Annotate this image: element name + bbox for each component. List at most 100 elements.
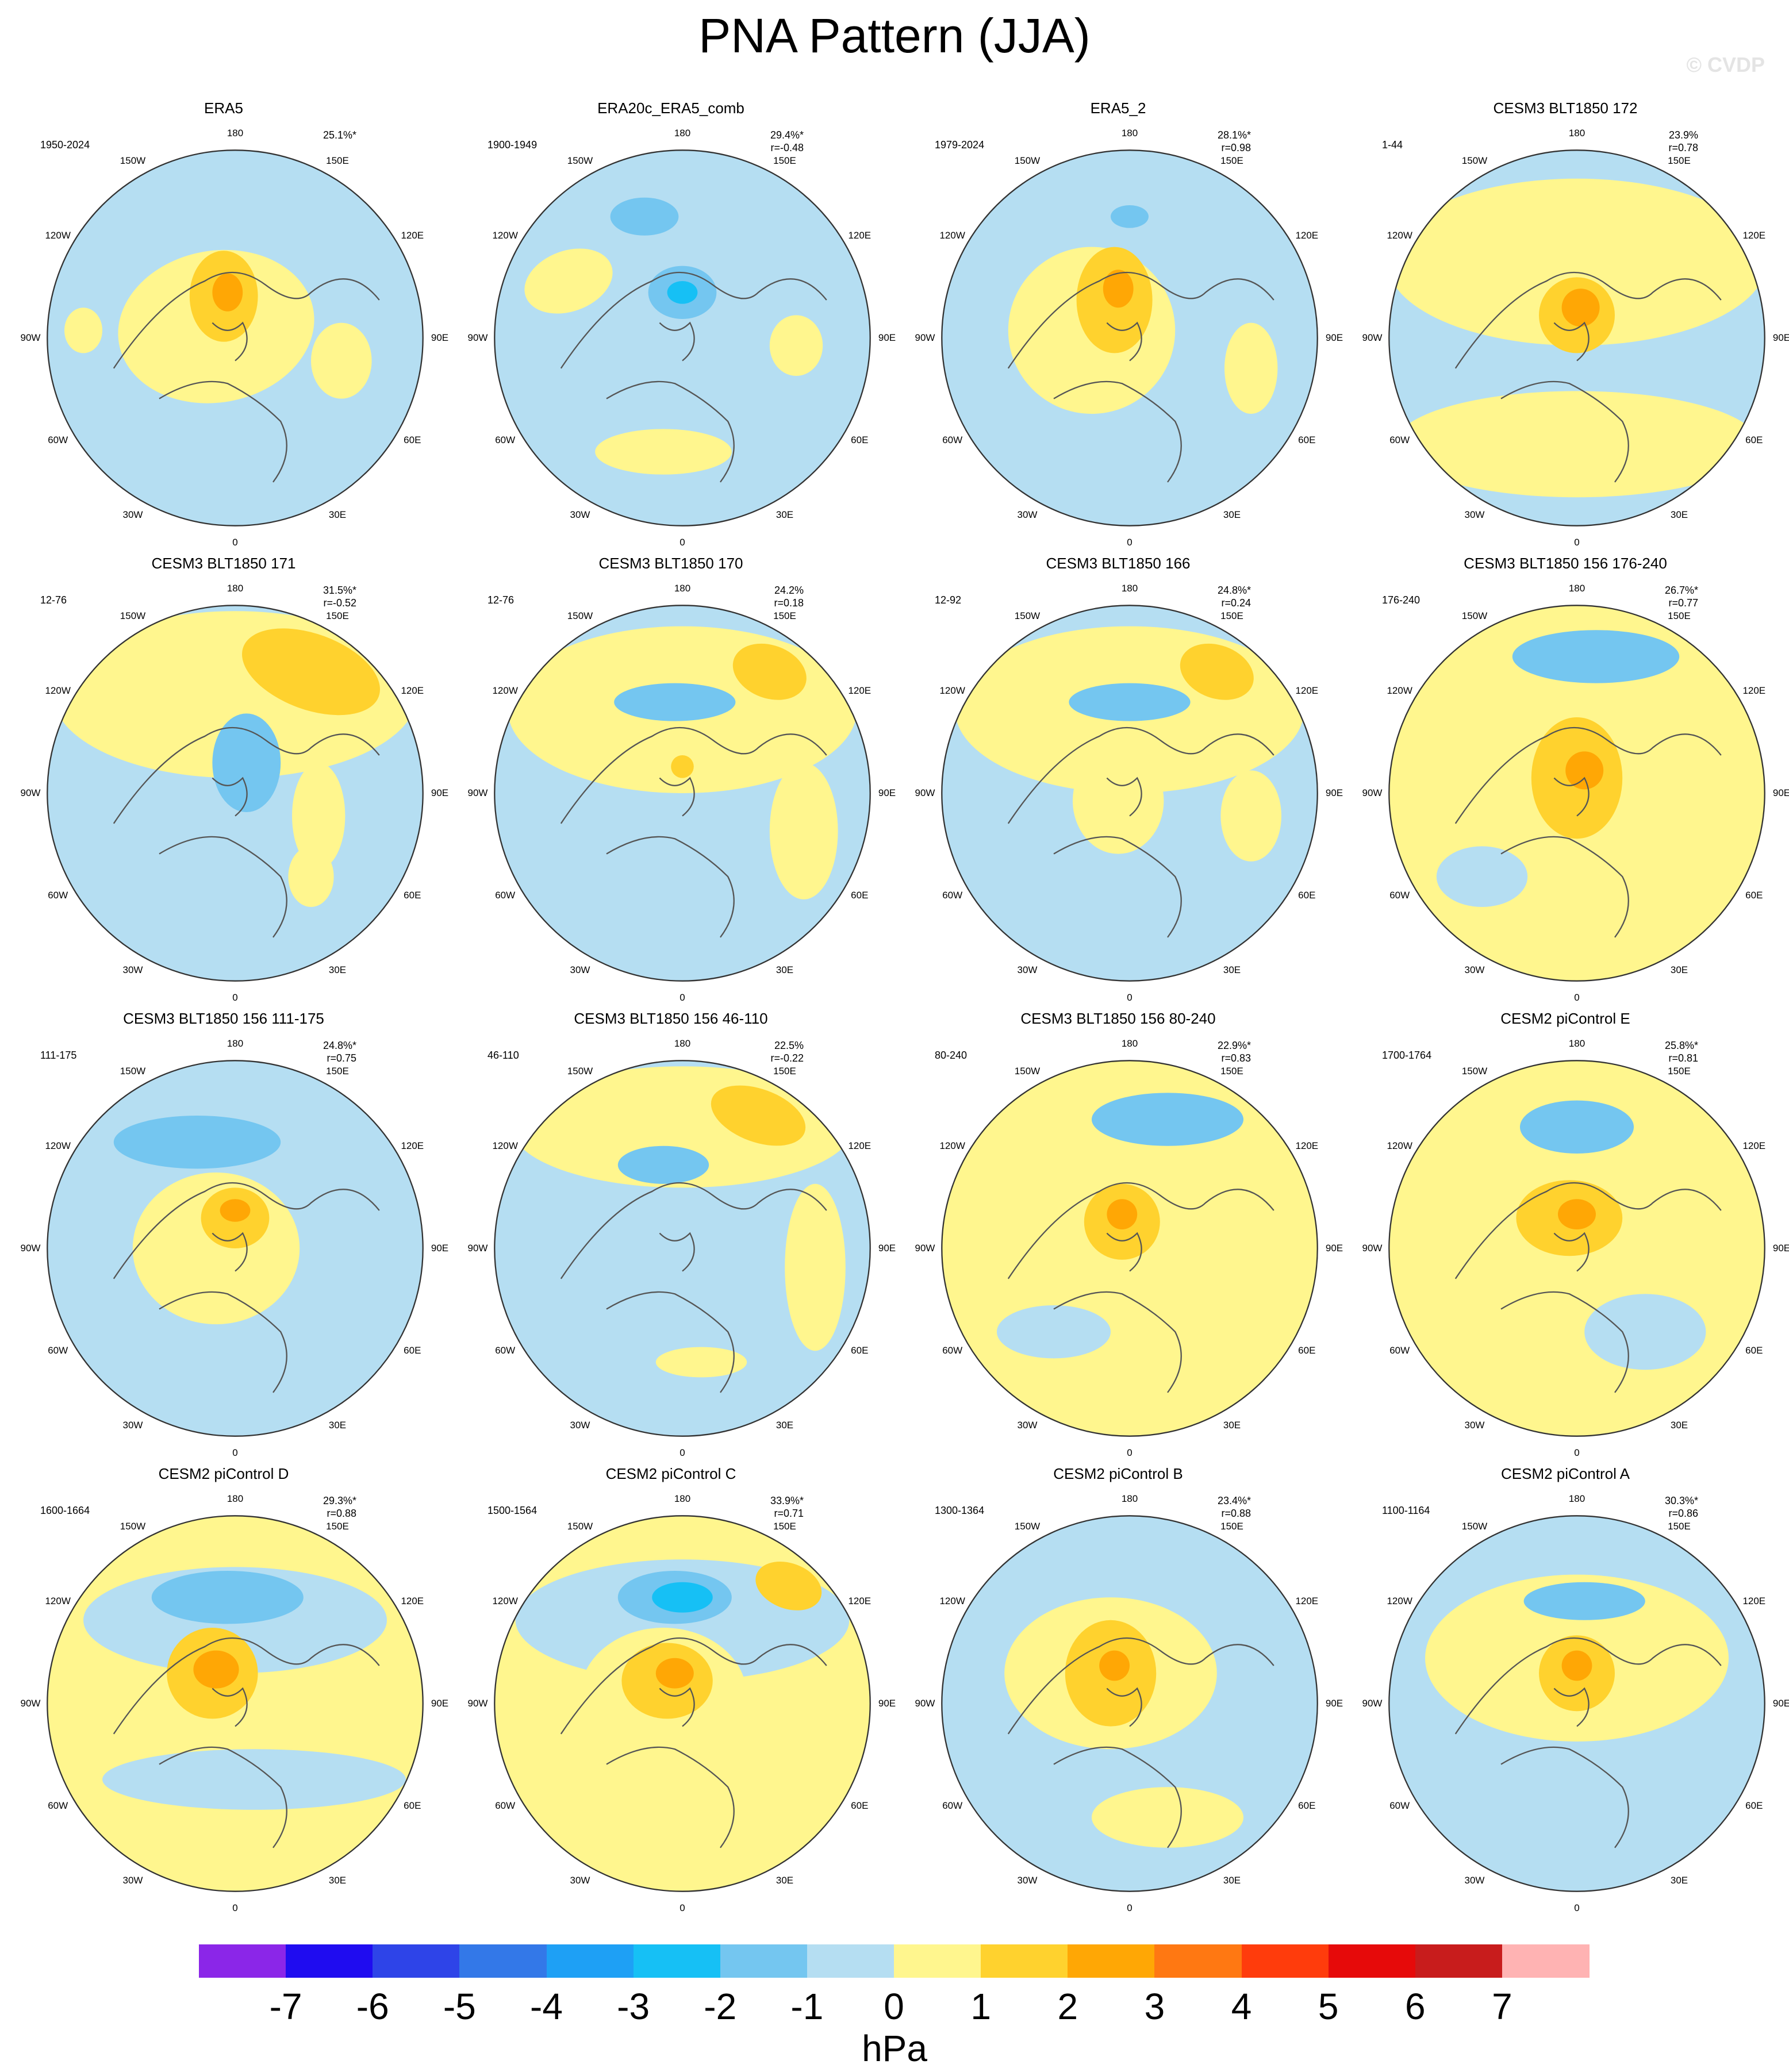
longitude-label: 0: [679, 1902, 685, 1913]
coastline: [1454, 271, 1722, 483]
polar-map: [941, 1515, 1318, 1892]
panel-period: 12-76: [487, 594, 515, 606]
longitude-label: 60E: [851, 1800, 869, 1811]
longitude-label: 60W: [48, 435, 68, 445]
longitude-label: 180: [226, 128, 244, 139]
longitude-label: 60E: [404, 1800, 421, 1811]
pressure-anomaly-contour: [1220, 770, 1281, 862]
colorbar-tick: 6: [1404, 1986, 1426, 2027]
panel-stats: 24.2% r=0.18: [774, 584, 804, 609]
pressure-anomaly-contour: [102, 1749, 406, 1810]
longitude-label: 60E: [1298, 1345, 1316, 1356]
pressure-anomaly-contour: [1103, 270, 1134, 308]
polar-map: [941, 605, 1318, 982]
longitude-label: 60E: [404, 890, 421, 901]
map-panel: CESM2 piControl E 1700-1764 25.8%* r=0.81 18…: [1342, 1009, 1789, 1464]
polar-map: [1388, 1515, 1765, 1892]
colorbar-tick: -1: [790, 1986, 824, 2027]
colorbar-tick: 0: [884, 1986, 904, 2027]
variance-explained: 28.1%*: [1217, 129, 1251, 141]
longitude-label: 120W: [1387, 230, 1412, 241]
longitude-label: 90E: [1325, 1698, 1343, 1709]
longitude-label: 120E: [848, 1596, 872, 1606]
longitude-label: 120W: [492, 1596, 518, 1606]
pressure-anomaly-contour: [292, 763, 345, 869]
longitude-label: 90W: [20, 787, 41, 798]
pattern-correlation: r=-0.52: [323, 597, 356, 609]
coastline: [1454, 1182, 1722, 1393]
longitude-label: 120W: [492, 1140, 518, 1151]
variance-explained: 31.5%*: [323, 585, 356, 596]
panel-stats: 24.8%* r=0.24: [1218, 584, 1251, 609]
longitude-label: 120W: [1387, 1596, 1412, 1606]
longitude-label: 30E: [1670, 1420, 1688, 1431]
variance-explained: 25.1%*: [323, 129, 356, 141]
pressure-anomaly-contour: [785, 1183, 846, 1351]
coastline: [113, 1637, 380, 1848]
pressure-anomaly-contour: [617, 1145, 709, 1184]
map-boundary: [941, 605, 1318, 982]
variance-explained: 24.8%*: [1217, 585, 1251, 596]
longitude-label: 60W: [1389, 1345, 1410, 1356]
coastline: [560, 1182, 827, 1393]
polar-map: [941, 149, 1318, 526]
longitude-label: 180: [674, 128, 691, 139]
pressure-anomaly-contour: [655, 1658, 694, 1689]
longitude-label: 30W: [122, 1420, 143, 1431]
variance-explained: 26.7%*: [1664, 585, 1698, 596]
longitude-label: 120W: [939, 1596, 965, 1606]
longitude-label: 30W: [570, 964, 590, 976]
pattern-correlation: r=0.75: [327, 1052, 356, 1064]
variance-explained: 30.3%*: [1664, 1495, 1698, 1506]
longitude-label: 180: [674, 583, 691, 594]
longitude-label: 150E: [1668, 1065, 1691, 1077]
colorbar-tick: -6: [356, 1986, 389, 2027]
longitude-label: 120W: [492, 685, 518, 696]
longitude-label: 30E: [1670, 509, 1688, 521]
pressure-anomaly-contour: [1180, 643, 1254, 700]
colorbar-segment: [720, 1944, 808, 1978]
pressure-anomaly-contour: [242, 628, 380, 716]
pattern-correlation: r=0.71: [774, 1508, 804, 1519]
pressure-anomaly-contour: [1561, 1650, 1592, 1681]
map-panel: CESM3 BLT1850 166 12-92 24.8%* r=0.24 180 150…: [894, 554, 1343, 1009]
longitude-label: 60W: [1389, 435, 1410, 445]
panel-title: CESM3 BLT1850 156 111-175: [123, 1010, 324, 1027]
longitude-label: 150W: [1014, 1520, 1041, 1532]
panel-period: 1-44: [1382, 139, 1403, 151]
longitude-label: 150W: [567, 1065, 593, 1077]
longitude-label: 150E: [773, 1065, 796, 1077]
map-boundary: [47, 1515, 424, 1892]
pressure-anomaly-contour: [1073, 747, 1164, 854]
pressure-anomaly-contour: [1069, 683, 1191, 721]
longitude-label: 150W: [1461, 1065, 1488, 1077]
polar-map: [1388, 149, 1765, 526]
longitude-label: 90W: [915, 787, 935, 798]
longitude-label: 30W: [570, 1420, 590, 1431]
longitude-label: 180: [1121, 1038, 1138, 1049]
pressure-anomaly-contour: [711, 1085, 806, 1146]
colorbar-tick: -2: [704, 1986, 737, 2027]
longitude-label: 30E: [328, 1420, 347, 1431]
longitude-label: 90W: [20, 1698, 41, 1709]
longitude-label: 30W: [1017, 1875, 1038, 1886]
longitude-label: 60W: [942, 890, 963, 901]
longitude-label: 0: [1127, 1447, 1132, 1458]
longitude-label: 120E: [848, 685, 872, 696]
colorbar-tick: 2: [1057, 1986, 1078, 2027]
longitude-label: 150E: [773, 155, 796, 166]
longitude-label: 90W: [1362, 1243, 1383, 1254]
colorbar-tick: -7: [269, 1986, 302, 2027]
longitude-label: 30W: [1464, 1420, 1485, 1431]
longitude-label: 30E: [1223, 1875, 1241, 1886]
pressure-anomaly-contour: [755, 1562, 822, 1610]
variance-explained: 25.8%*: [1664, 1040, 1698, 1051]
panel-period: 80-240: [935, 1050, 968, 1061]
map-boundary: [1388, 1515, 1765, 1892]
map-boundary: [941, 1515, 1318, 1892]
longitude-label: 90W: [20, 332, 41, 343]
pattern-correlation: r=0.98: [1221, 142, 1251, 153]
colorbar-segment: [981, 1944, 1068, 1978]
panel-stats: 29.4%* r=-0.48: [770, 129, 804, 154]
longitude-label: 60E: [851, 435, 869, 445]
